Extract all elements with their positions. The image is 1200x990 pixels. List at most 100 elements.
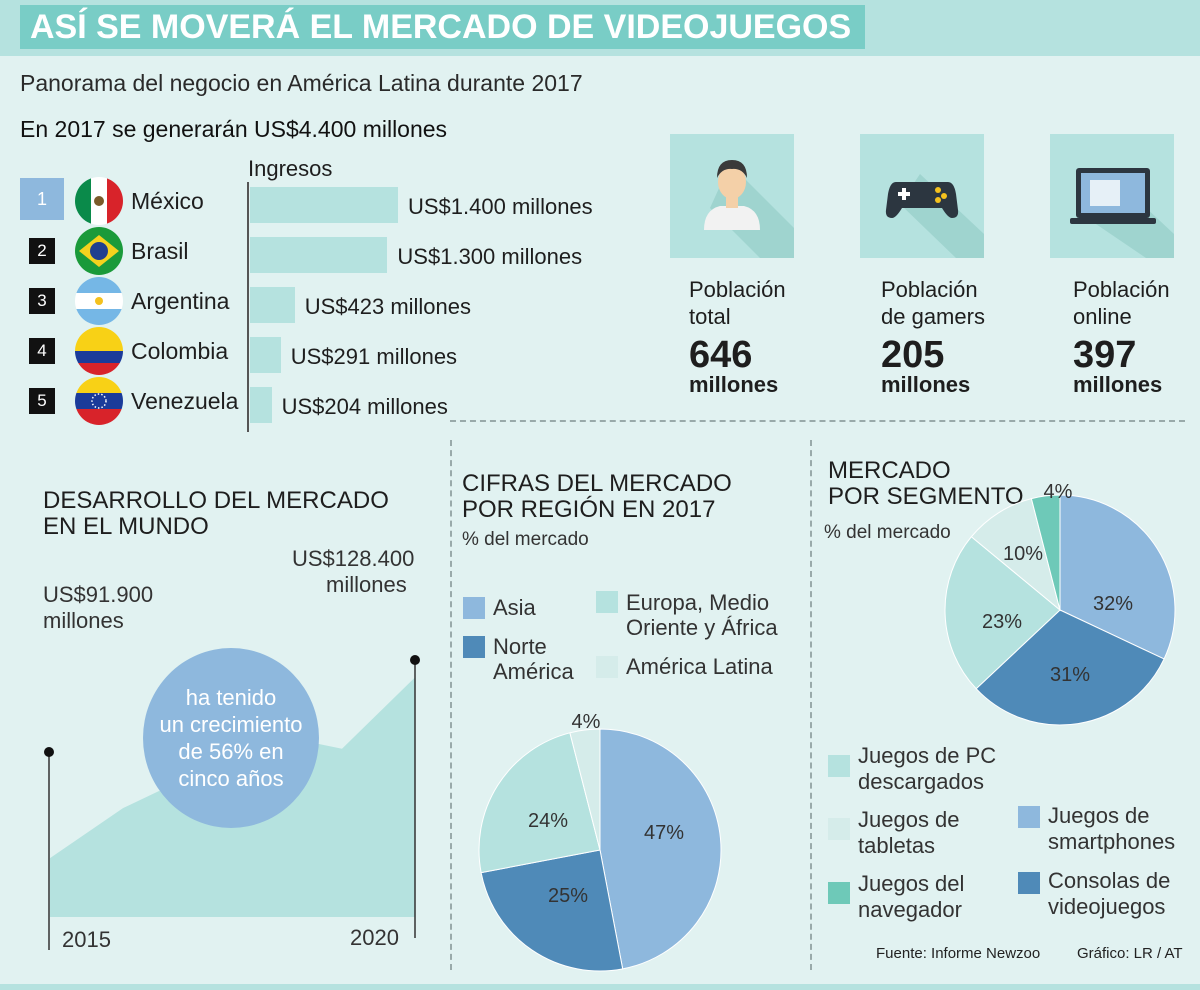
population-label: Población <box>1073 277 1170 302</box>
country-name: Colombia <box>131 338 229 364</box>
growth-text: cinco años <box>178 766 284 791</box>
segment-pie-chart: 32% 31% 23% 10% 4% <box>944 481 1176 726</box>
segment-title: MERCADO <box>828 457 951 484</box>
pie-slice <box>478 732 601 874</box>
pie-slice-label: 4% <box>1044 481 1073 503</box>
legend-label: Juegos de <box>1048 803 1150 828</box>
pie-slice-label: 25% <box>548 885 588 907</box>
pie-slice-label: 47% <box>644 822 684 844</box>
rank-badge: 4 <box>29 338 55 364</box>
population-unit: millones <box>689 372 779 397</box>
pie-slice <box>569 728 601 851</box>
country-name: Brasil <box>131 238 189 264</box>
venezuela-flag-icon <box>75 377 123 425</box>
legend-swatch <box>463 636 485 658</box>
revenue-axis-title: Ingresos <box>248 156 333 181</box>
country-name: Venezuela <box>131 388 239 414</box>
pie-slice-label: 10% <box>1003 543 1043 565</box>
pie-slice-label: 32% <box>1093 593 1133 615</box>
legend-label: América <box>493 659 574 684</box>
segment-note: % del mercado <box>824 522 951 543</box>
rank-badge: 2 <box>29 238 55 264</box>
section-divider <box>810 440 812 970</box>
population-label: Población <box>689 277 786 302</box>
country-name: Argentina <box>131 288 230 314</box>
page-title: ASÍ SE MOVERÁ EL MERCADO DE VIDEOJUEGOS <box>30 8 852 46</box>
growth-text: de 56% en <box>178 739 284 764</box>
legend-label: tabletas <box>858 833 936 858</box>
revenue-label: US$1.400 millones <box>408 194 593 219</box>
legend-label: videojuegos <box>1048 894 1166 919</box>
region-title: CIFRAS DEL MERCADO <box>462 470 732 497</box>
section-divider <box>450 420 1185 422</box>
laptop-icon <box>1070 168 1174 258</box>
pie-slice <box>1059 494 1176 660</box>
mexico-flag-icon <box>75 177 123 225</box>
pie-slice-label: 4% <box>572 711 601 733</box>
end-value-label: US$128.400 <box>292 546 415 571</box>
population-value: 205 <box>881 334 945 376</box>
revenue-bar <box>250 337 281 373</box>
revenue-label: US$423 millones <box>304 294 472 319</box>
year-end-label: 2020 <box>350 925 399 950</box>
section-divider <box>450 440 452 970</box>
pie-slice <box>1030 494 1061 611</box>
start-value-label: US$91.900 <box>43 582 154 607</box>
pie-slice-label: 31% <box>1050 664 1090 686</box>
pie-slice <box>970 498 1061 612</box>
legend-label: smartphones <box>1048 829 1176 854</box>
pie-slice <box>944 535 1061 690</box>
pie-slice <box>480 849 624 972</box>
year-start-label: 2015 <box>62 927 111 952</box>
population-value: 646 <box>689 334 753 376</box>
legend-swatch <box>463 597 485 619</box>
population-label: online <box>1073 304 1132 329</box>
legend-swatch <box>1018 872 1040 894</box>
growth-callout: ha tenido un crecimiento de 56% en cinco… <box>143 648 319 828</box>
revenue-bar <box>250 387 272 423</box>
person-icon <box>704 160 794 258</box>
legend-label: Juegos de PC <box>858 743 997 768</box>
legend-label: Norte <box>493 634 547 659</box>
legend-swatch <box>596 656 618 678</box>
revenue-bar <box>250 187 398 223</box>
legend-label: Juegos del <box>858 871 965 896</box>
legend-label: Juegos de <box>858 807 960 832</box>
population-card <box>1050 134 1174 258</box>
population-label: total <box>689 304 731 329</box>
revenue-label: US$1.300 millones <box>397 244 583 269</box>
legend-swatch <box>828 755 850 777</box>
subtitle: Panorama del negocio en América Latina d… <box>20 70 583 96</box>
country-name: México <box>131 188 204 214</box>
legend-swatch <box>1018 806 1040 828</box>
growth-text: ha tenido <box>185 685 277 710</box>
legend-label: Oriente y África <box>626 615 778 640</box>
population-unit: millones <box>1073 372 1163 397</box>
legend-swatch <box>596 591 618 613</box>
rank-badge: 5 <box>29 388 55 414</box>
start-marker-dot <box>44 747 54 757</box>
end-value-label: millones <box>326 572 407 597</box>
population-card <box>860 134 984 258</box>
total-revenue: En 2017 se generarán US$4.400 millones <box>20 116 448 142</box>
region-note: % del mercado <box>462 529 589 550</box>
legend-label: América Latina <box>626 654 773 679</box>
world-title: EN EL MUNDO <box>43 513 209 540</box>
rank-badge: 3 <box>29 288 55 314</box>
revenue-bar <box>250 237 388 273</box>
brazil-flag-icon <box>75 227 123 275</box>
legend-label: navegador <box>858 897 962 922</box>
revenue-axis-line <box>247 182 249 432</box>
end-marker-dot <box>410 655 420 665</box>
population-card <box>670 134 794 258</box>
argentina-flag-icon <box>75 277 123 325</box>
source-note: Fuente: Informe Newzoo <box>876 945 1041 962</box>
colombia-flag-icon <box>75 327 123 375</box>
gamepad-icon <box>885 174 984 258</box>
credit-note: Gráfico: LR / AT <box>1077 945 1183 962</box>
legend-label: Europa, Medio <box>626 590 770 615</box>
segment-title: POR SEGMENTO <box>828 483 1024 510</box>
rank-badge: 1 <box>20 178 64 220</box>
population-unit: millones <box>881 372 971 397</box>
world-title: DESARROLLO DEL MERCADO <box>43 487 389 514</box>
